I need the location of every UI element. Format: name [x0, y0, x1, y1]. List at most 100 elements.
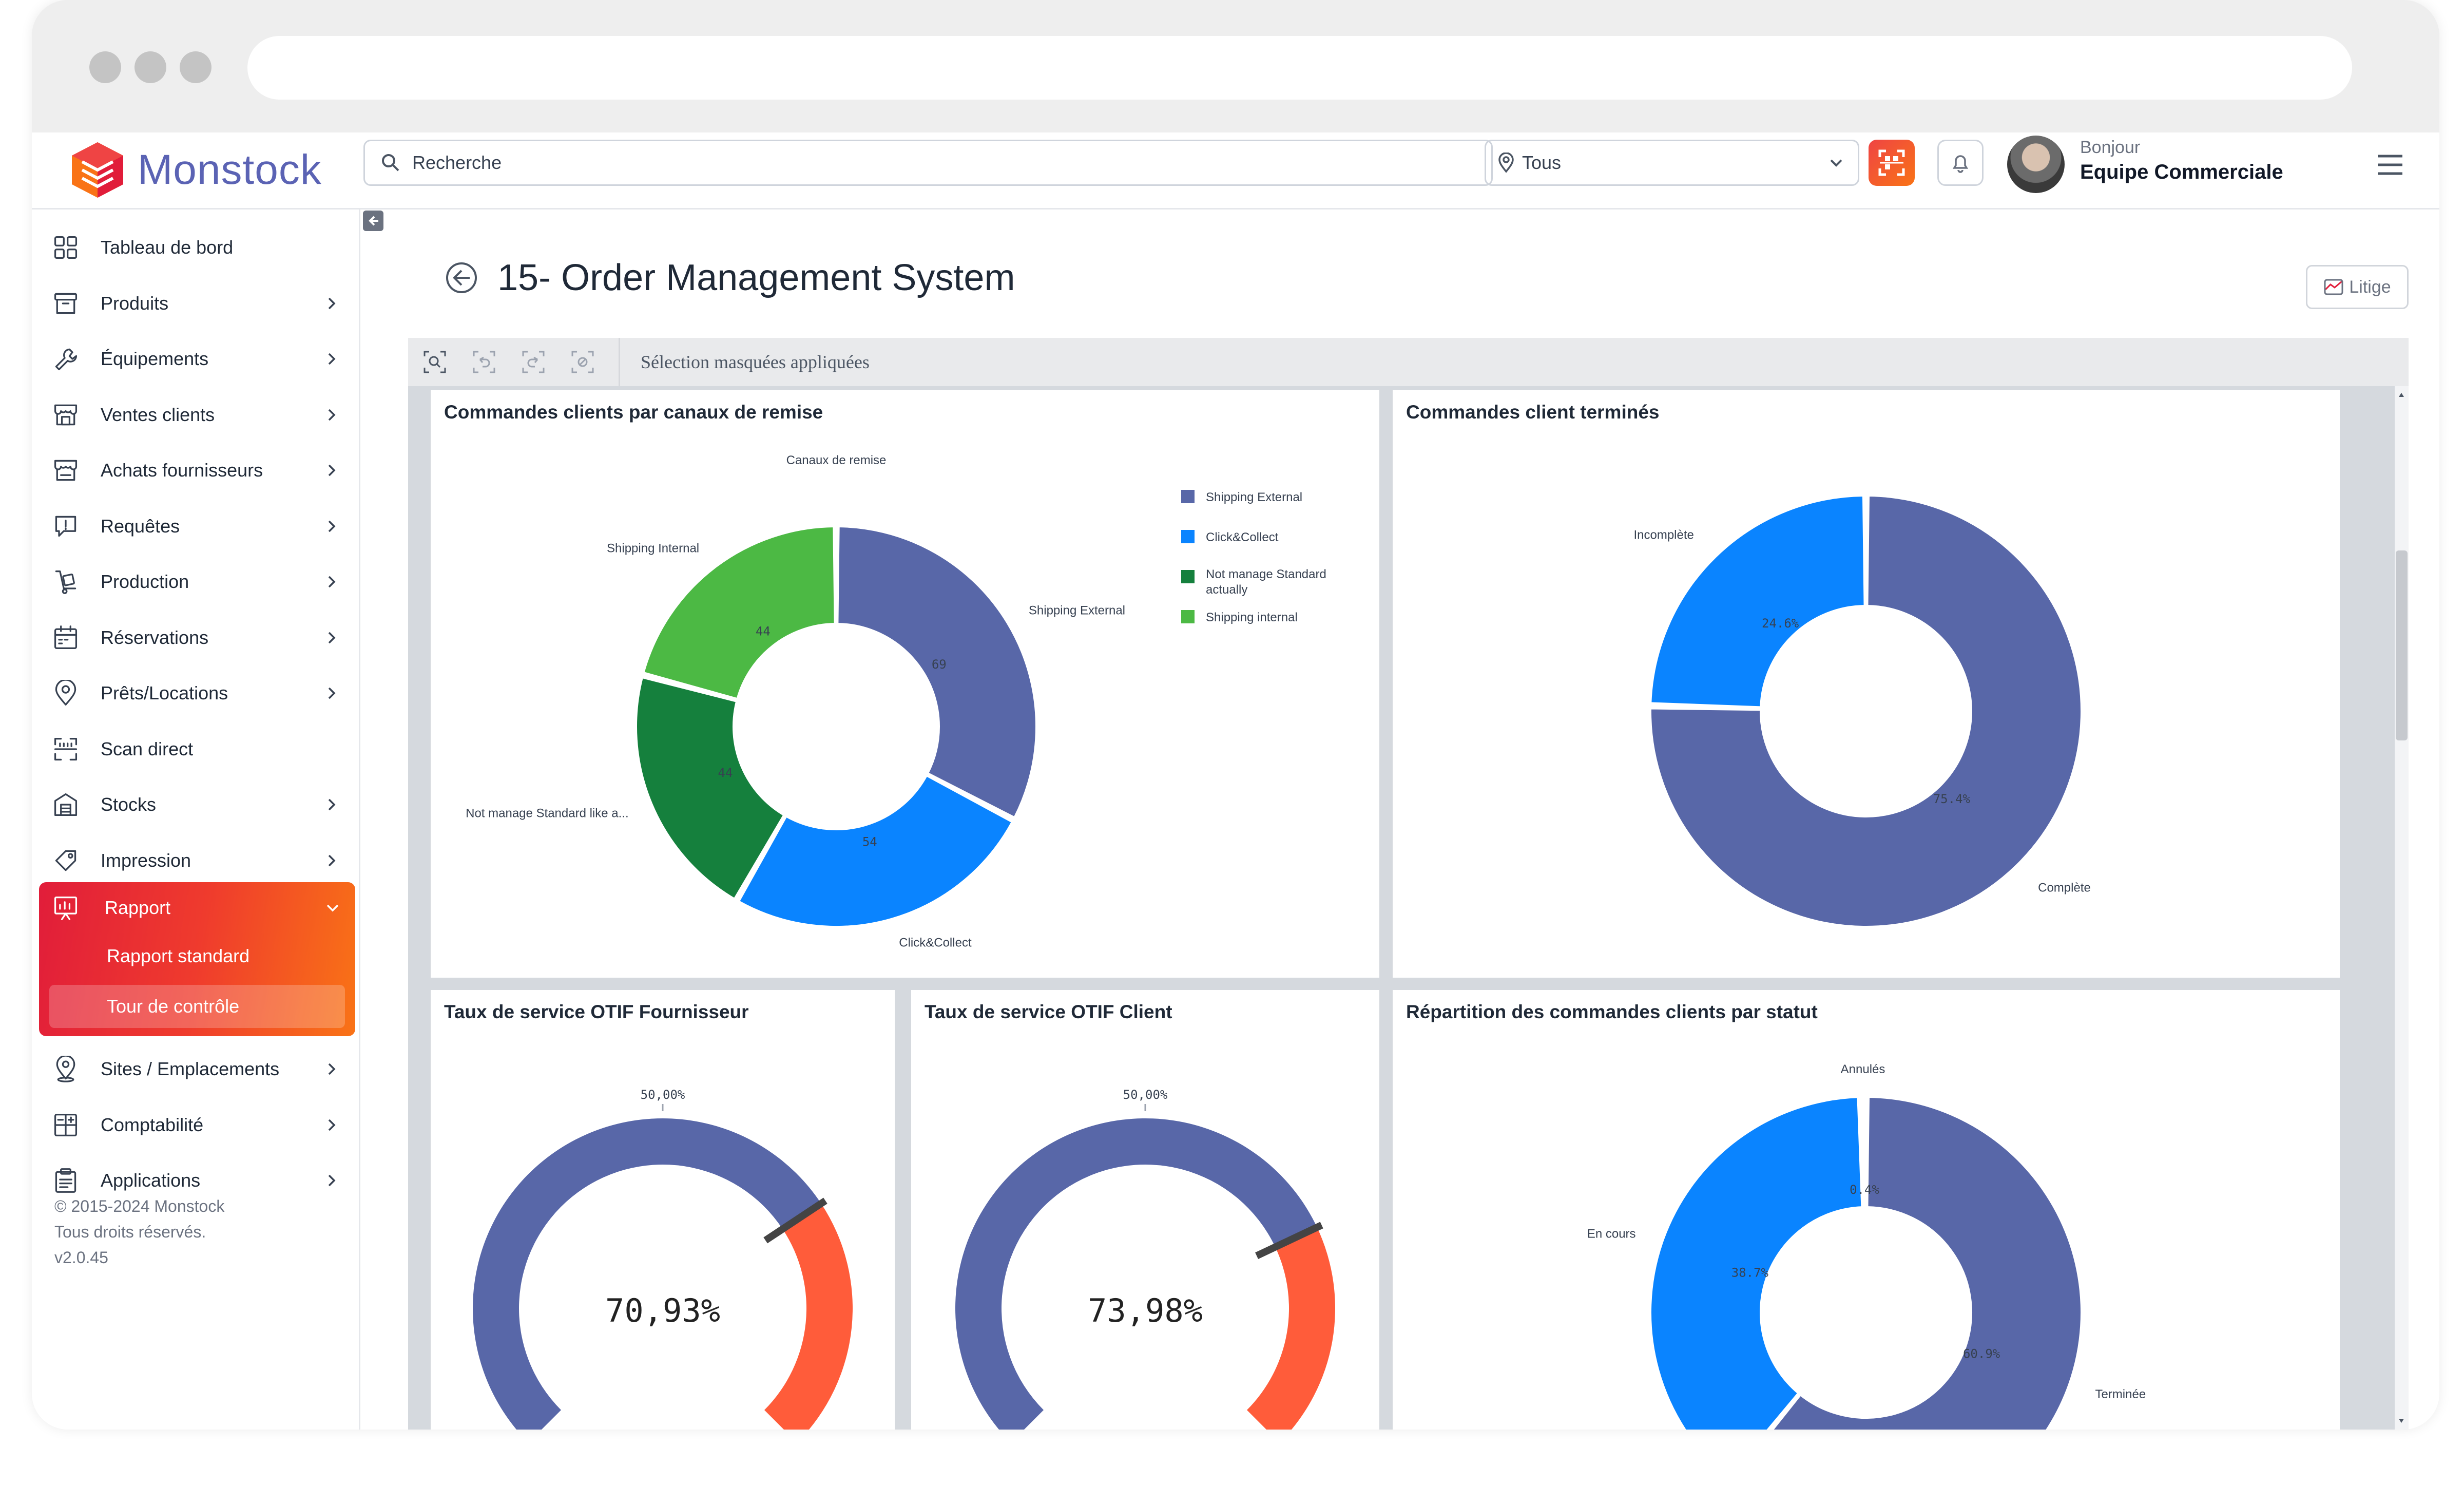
chevron-right-icon	[328, 409, 336, 421]
dashboard-scrollbar[interactable]	[2395, 386, 2409, 1430]
undo-selection-button[interactable]	[469, 347, 499, 377]
sidebar-subitem-label: Tour de contrôle	[107, 996, 240, 1017]
sidebar-item-requetes[interactable]: Requêtes	[47, 501, 350, 552]
sidebar-item-scan-direct[interactable]: Scan direct	[47, 724, 350, 775]
search-selection-button[interactable]	[419, 347, 450, 377]
redo-selection-button[interactable]	[518, 347, 549, 377]
sidebar-item-tableau-de-bord[interactable]: Tableau de bord	[47, 222, 350, 273]
menu-icon[interactable]	[2376, 153, 2404, 177]
legend-label: Click&Collect	[1206, 530, 1279, 544]
sidebar-item-label: Prêts/Locations	[101, 682, 228, 703]
pie-slice-termin-e[interactable]	[1731, 1096, 2083, 1430]
location-select[interactable]: Tous	[1485, 140, 1859, 186]
dashboard-grid: Commandes clients par canaux de remise C…	[408, 386, 2409, 1430]
sidebar-item-production[interactable]: Production	[47, 556, 350, 607]
pie-slice-shipping-external[interactable]	[836, 525, 1037, 819]
sidebar-item-stocks[interactable]: Stocks	[47, 779, 350, 830]
gauge-value-arc[interactable]	[473, 1118, 821, 1430]
sidebar-subitem-tour-de-controle[interactable]: Tour de contrôle	[49, 985, 345, 1028]
pie-slice-shipping-internal[interactable]	[642, 525, 836, 700]
brand-logo[interactable]: Monstock	[67, 137, 322, 203]
selection-status: Sélection masquées appliquées	[619, 338, 870, 386]
category-label: Incomplète	[1633, 528, 1693, 542]
sidebar-item-applications[interactable]: Applications	[47, 1155, 350, 1206]
pie-slice-click-collect[interactable]	[737, 774, 1014, 928]
window-close-dot[interactable]	[89, 51, 121, 83]
data-label: 54	[862, 835, 877, 849]
sidebar-item-achats-fournisseurs[interactable]: Achats fournisseurs	[47, 445, 350, 496]
sidebar-item-impression[interactable]: Impression	[47, 835, 350, 886]
litige-button[interactable]: Litige	[2306, 265, 2409, 309]
brand-name: Monstock	[138, 146, 322, 193]
scroll-down-arrow-icon[interactable]	[2395, 1415, 2409, 1425]
sidebar-item-label: Ventes clients	[101, 404, 215, 425]
sidebar-item-ventes-clients[interactable]: Ventes clients	[47, 389, 350, 441]
sidebar-item-label: Rapport	[105, 897, 171, 918]
sidebar-item-label: Équipements	[101, 348, 209, 369]
sidebar-item-equipements[interactable]: Équipements	[47, 333, 350, 385]
data-label: 24.6%	[1762, 616, 1799, 631]
back-arrow-icon[interactable]	[444, 260, 479, 295]
pie-slice-en-cours[interactable]	[1649, 1096, 1863, 1430]
legend-label: Shipping External	[1206, 490, 1302, 504]
category-label: Terminée	[2095, 1387, 2146, 1401]
clear-selection-button[interactable]	[567, 347, 598, 377]
pie-slice-compl-te[interactable]	[1649, 494, 2083, 928]
search-input[interactable]: Recherche	[363, 140, 1493, 186]
sidebar-item-comptabilite[interactable]: Comptabilité	[47, 1099, 350, 1151]
legend-label: Not manage Standard	[1206, 567, 1326, 581]
notifications-button[interactable]	[1937, 140, 1984, 186]
window-minimize-dot[interactable]	[134, 51, 166, 83]
window-maximize-dot[interactable]	[180, 51, 211, 83]
copyright: © 2015-2024 Monstock Tous droits réservé…	[54, 1193, 224, 1270]
report-icon	[54, 896, 78, 920]
chevron-right-icon	[328, 687, 336, 699]
scrollbar-thumb[interactable]	[2396, 550, 2408, 740]
user-greeting[interactable]: Bonjour Equipe Commerciale	[2080, 138, 2283, 184]
address-bar[interactable]	[247, 36, 2352, 100]
gauge-target-label: 50,00%	[1123, 1088, 1168, 1102]
monstock-logo-icon	[67, 139, 128, 201]
data-label: 60.9%	[1963, 1346, 2000, 1361]
sidebar-rapport-toggle[interactable]: Rapport	[39, 882, 355, 934]
sidebar-item-prets-locations[interactable]: Prêts/Locations	[47, 668, 350, 719]
pie-slice-annul-s[interactable]	[1862, 1096, 1866, 1209]
legend-swatch	[1181, 490, 1195, 503]
donut-chart-terminees[interactable]: 75.4% Complète 24.6% Incomplète	[1393, 390, 2340, 978]
collapse-arrow-icon	[369, 216, 378, 226]
scan-icon	[54, 737, 78, 760]
map-pin-icon	[1498, 153, 1514, 173]
chevron-right-icon	[328, 1119, 336, 1131]
sidebar-item-reservations[interactable]: Réservations	[47, 612, 350, 663]
gauge-otif-client[interactable]: 50,00% 73,98%	[911, 990, 1379, 1430]
donut-chart-statut[interactable]: 60.9% Terminée 38.7% En cours 0.4% Annulés	[1393, 990, 2340, 1430]
scroll-up-arrow-icon[interactable]	[2395, 390, 2409, 401]
calendar-icon	[54, 625, 78, 649]
donut-chart-canaux[interactable]: Canaux de remise 69 Shipping External 54 Cli…	[431, 390, 1379, 978]
pie-slice-not-manage-standard-like-a[interactable]	[634, 676, 786, 901]
chart-subtitle: Canaux de remise	[786, 453, 887, 467]
chevron-right-icon	[328, 297, 336, 309]
top-header: Monstock Recherche Tous Bonjour Equipe C…	[32, 132, 2439, 210]
panel-title: Taux de service OTIF Client	[925, 1001, 1172, 1022]
gauge-otif-fournisseur[interactable]: 50,00% 70,93%	[431, 990, 895, 1430]
sidebar-item-sites-emplacements[interactable]: Sites / Emplacements	[47, 1043, 350, 1095]
sidebar-subitem-rapport-standard[interactable]: Rapport standard	[49, 935, 345, 978]
sidebar-subitem-label: Rapport standard	[107, 945, 250, 966]
gauge-remaining-arc[interactable]	[1246, 1227, 1335, 1430]
gauge-remaining-arc[interactable]	[764, 1203, 853, 1430]
sidebar-item-label: Comptabilité	[101, 1114, 204, 1135]
greeting-text: Bonjour	[2080, 138, 2141, 157]
sidebar-item-rapport: Rapport Rapport standard Tour de contrôl…	[39, 882, 355, 1036]
redo-icon	[522, 351, 545, 373]
selection-toolbar: Sélection masquées appliquées	[408, 338, 2409, 386]
legend-swatch	[1181, 610, 1195, 623]
gauge-value-arc[interactable]	[955, 1118, 1317, 1430]
chevron-right-icon	[328, 1063, 336, 1075]
pie-slice-incompl-te[interactable]	[1649, 494, 1866, 709]
user-avatar[interactable]	[2007, 136, 2065, 193]
sidebar-item-produits[interactable]: Produits	[47, 278, 350, 329]
qr-scan-button[interactable]	[1869, 140, 1915, 186]
undo-icon	[473, 351, 495, 373]
collapse-sidebar-button[interactable]	[363, 211, 383, 231]
